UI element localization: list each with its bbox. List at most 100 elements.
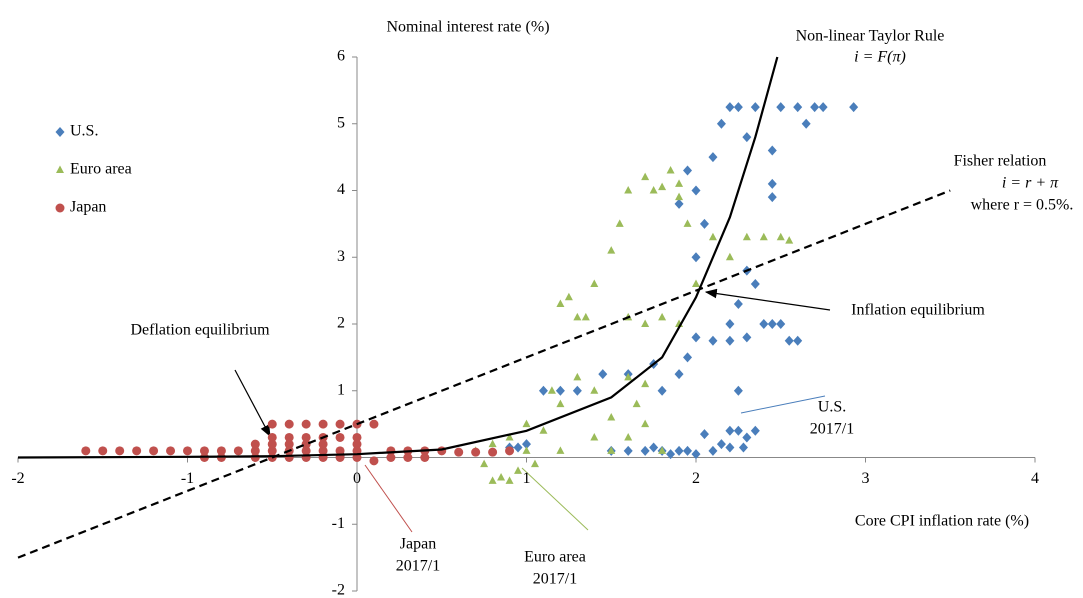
circle-marker — [166, 446, 176, 456]
diamond-marker — [733, 298, 743, 309]
triangle-marker — [488, 439, 497, 448]
circle-marker — [250, 439, 260, 449]
triangle-marker — [56, 165, 64, 173]
triangle-marker — [522, 446, 531, 454]
diamond-marker — [733, 102, 743, 113]
diamond-marker — [674, 198, 684, 209]
circle-marker — [55, 203, 65, 213]
triangle-marker — [556, 399, 565, 408]
diamond-marker — [657, 385, 667, 396]
diamond-marker — [793, 335, 803, 346]
triangle-marker — [658, 312, 667, 321]
diamond-marker — [742, 332, 752, 343]
diamond-marker — [750, 278, 760, 289]
diamond-marker — [759, 319, 769, 329]
circle-marker — [301, 432, 311, 442]
triangle-marker — [641, 419, 650, 428]
annotation: 2017/1 — [810, 421, 854, 438]
diamond-marker — [810, 102, 820, 113]
x-tick-label: -2 — [11, 470, 24, 487]
diamond-marker — [691, 332, 701, 343]
triangle-marker — [708, 232, 717, 241]
diamond-marker — [793, 102, 803, 113]
triangle-marker — [785, 236, 794, 244]
y-tick-label: 2 — [337, 315, 345, 332]
annotation: Fisher relation — [954, 153, 1047, 170]
triangle-marker — [641, 319, 650, 327]
leader-line — [740, 395, 826, 414]
circle-marker — [301, 446, 311, 456]
circle-marker — [284, 439, 294, 449]
circle-marker — [284, 432, 294, 442]
circle-marker — [352, 432, 362, 442]
triangle-marker — [742, 232, 751, 241]
diamond-marker — [776, 102, 786, 113]
diamond-marker — [733, 425, 743, 436]
diamond-marker — [683, 445, 693, 456]
diamond-marker — [738, 442, 748, 453]
diamond-marker — [55, 127, 65, 137]
x-tick-label: 2 — [692, 470, 700, 487]
diamond-marker — [742, 432, 752, 443]
triangle-marker — [666, 165, 675, 174]
y-tick-label: 4 — [337, 181, 345, 198]
diamond-marker — [674, 445, 684, 456]
circle-marker — [267, 419, 277, 429]
y-tick-label: 3 — [337, 248, 345, 265]
diamond-marker — [666, 449, 676, 460]
circle-marker — [284, 419, 294, 429]
diamond-marker — [691, 185, 701, 196]
triangle-marker — [590, 432, 599, 441]
diamond-marker — [699, 218, 709, 229]
triangle-marker — [776, 232, 785, 241]
triangle-marker — [556, 299, 565, 307]
diamond-marker — [708, 152, 718, 163]
diamond-marker — [572, 385, 582, 396]
y-tick-label: -2 — [332, 582, 345, 598]
x-axis-title: Core CPI inflation rate (%) — [855, 513, 1029, 530]
taylor-curve — [17, 56, 779, 459]
triangle-marker — [564, 292, 573, 301]
y-tick-label: 6 — [337, 48, 345, 65]
diamond-marker — [849, 102, 859, 113]
triangle-marker — [480, 459, 489, 468]
diamond-marker — [801, 118, 811, 129]
circle-marker — [267, 439, 277, 449]
y-tick-label: 5 — [337, 114, 345, 131]
circle-marker — [471, 447, 481, 457]
circle-marker — [335, 419, 345, 429]
diamond-marker — [522, 439, 531, 450]
x-tick-label: 1 — [523, 470, 531, 487]
diamond-marker — [691, 252, 701, 263]
diamond-marker — [708, 335, 718, 346]
circle-marker — [301, 439, 311, 449]
circle-marker — [335, 446, 345, 456]
circle-marker — [149, 446, 159, 456]
triangle-marker — [573, 372, 582, 381]
x-tick-label: 0 — [353, 470, 361, 487]
circle-marker — [403, 453, 413, 462]
annotation: 2017/1 — [396, 558, 440, 575]
diamond-marker — [767, 319, 777, 329]
triangle-marker — [607, 412, 616, 421]
annotation: where r = 0.5%. — [971, 197, 1074, 214]
triangle-marker — [573, 312, 582, 321]
triangle-marker — [539, 426, 548, 434]
annotation: 2017/1 — [533, 571, 577, 588]
triangle-marker — [641, 172, 650, 181]
triangle-marker — [530, 459, 539, 468]
triangle-marker — [725, 252, 734, 261]
triangle-marker — [658, 182, 667, 191]
diamond-marker — [538, 385, 548, 396]
triangle-marker — [649, 186, 658, 194]
circle-marker — [420, 453, 430, 462]
diamond-marker — [742, 132, 752, 143]
diamond-marker — [776, 319, 786, 329]
diamond-marker — [555, 385, 565, 396]
triangle-marker — [692, 279, 700, 287]
legend-label: U.S. — [70, 123, 98, 140]
circle-marker — [369, 419, 379, 429]
circle-marker — [369, 456, 379, 466]
circle-marker — [301, 419, 311, 429]
